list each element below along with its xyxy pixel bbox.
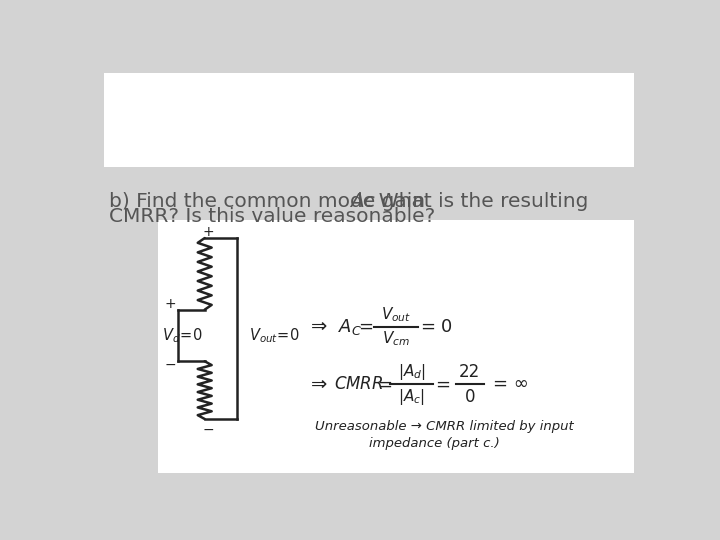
Text: =: = xyxy=(358,318,373,335)
Text: CMRR? Is this value reasonable?: CMRR? Is this value reasonable? xyxy=(109,207,436,226)
Text: $V_d\!=\!0$: $V_d\!=\!0$ xyxy=(162,327,202,345)
Text: =: = xyxy=(420,318,435,335)
Text: =: = xyxy=(377,375,392,393)
Text: ⇒: ⇒ xyxy=(310,375,327,394)
Bar xyxy=(158,220,634,473)
Text: $CMRR$: $CMRR$ xyxy=(334,375,384,393)
Text: $V_{cm}$: $V_{cm}$ xyxy=(382,329,410,348)
Text: 0: 0 xyxy=(464,388,475,406)
Text: Unreasonable → CMRR limited by input: Unreasonable → CMRR limited by input xyxy=(315,420,574,433)
Text: . What is the resulting: . What is the resulting xyxy=(366,192,588,211)
Text: +: + xyxy=(165,296,176,310)
Text: +: + xyxy=(203,225,215,239)
Text: = ∞: = ∞ xyxy=(493,375,528,393)
Text: $|A_c|$: $|A_c|$ xyxy=(398,387,425,407)
Text: impedance (part c.): impedance (part c.) xyxy=(369,437,500,450)
Text: 0: 0 xyxy=(441,318,452,335)
Bar xyxy=(104,72,634,167)
Text: $V_{out}\!=\!0$: $V_{out}\!=\!0$ xyxy=(249,327,300,345)
Text: −: − xyxy=(203,423,215,437)
Text: −: − xyxy=(165,358,176,372)
Text: =: = xyxy=(435,375,450,393)
Text: $V_{out}$: $V_{out}$ xyxy=(381,305,411,323)
Text: $|A_d|$: $|A_d|$ xyxy=(397,362,426,382)
Text: $A_C$: $A_C$ xyxy=(338,316,362,336)
Text: Ac: Ac xyxy=(350,192,374,211)
Text: b) Find the common mode gain: b) Find the common mode gain xyxy=(109,192,432,211)
Text: ⇒: ⇒ xyxy=(310,317,327,336)
Text: 22: 22 xyxy=(459,363,480,381)
